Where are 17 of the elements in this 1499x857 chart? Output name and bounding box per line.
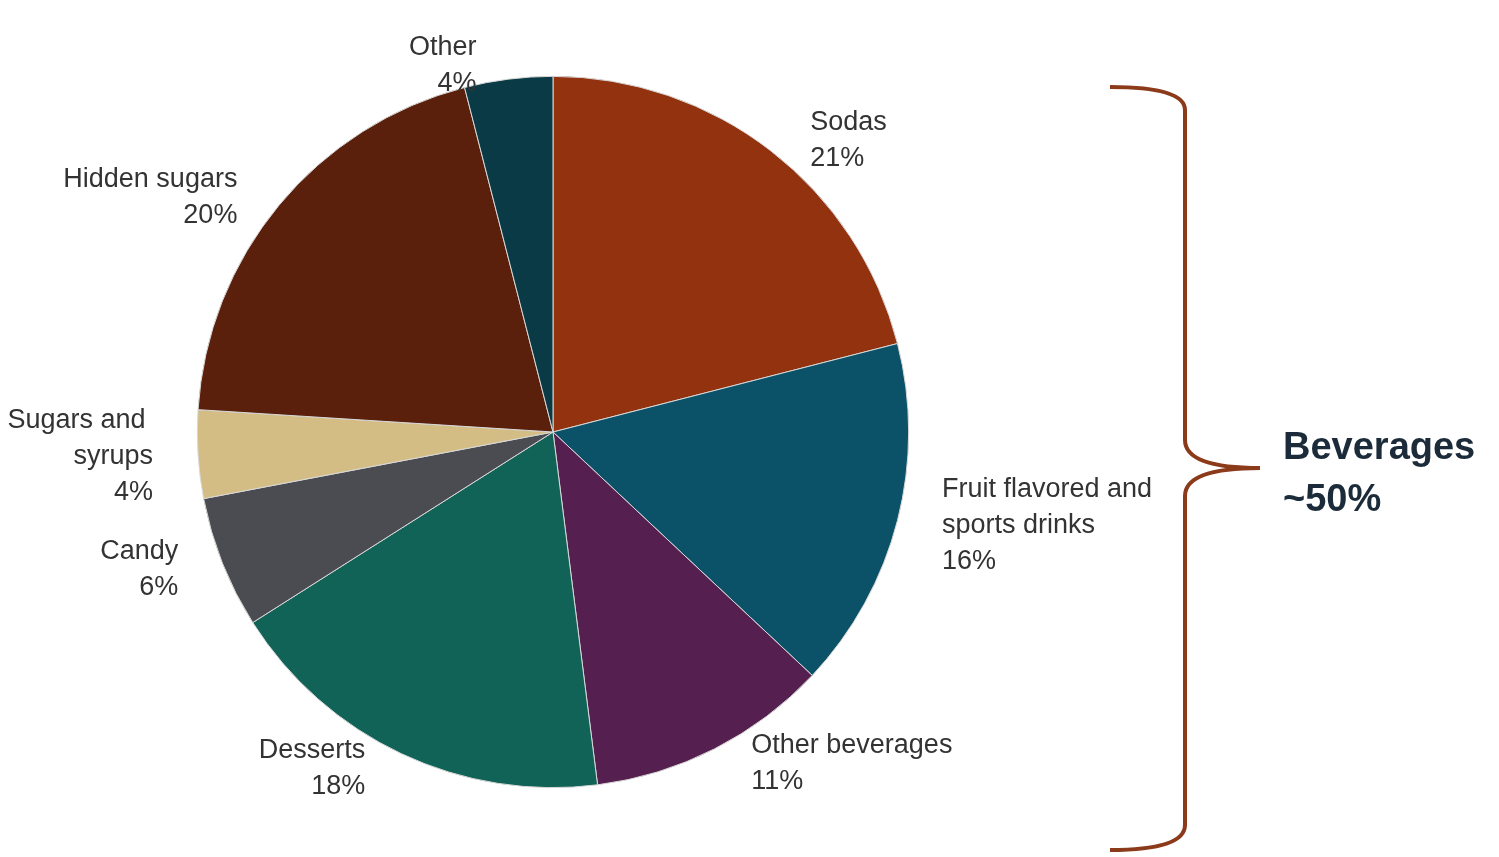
slice-label: Fruit flavored and sports drinks <box>942 473 1160 540</box>
data-label: 11% <box>751 765 804 796</box>
data-label: 4% <box>114 476 154 507</box>
slice-label: Desserts <box>258 734 366 765</box>
data-label: 18% <box>311 770 366 801</box>
slice-label: Hidden sugars <box>63 162 238 193</box>
slice-label: Sugars and syrups <box>7 404 154 471</box>
slice-label: Other beverages <box>751 729 953 760</box>
data-label: 16% <box>942 545 997 576</box>
data-label: 4% <box>437 67 477 98</box>
text: Beverages ~50% <box>1283 424 1477 521</box>
slice-label: Sodas <box>810 106 887 137</box>
data-label: 21% <box>810 142 865 173</box>
data-label: 6% <box>139 571 179 602</box>
data-label: 20% <box>183 198 238 229</box>
slice-label: Candy <box>100 535 179 566</box>
slice-label: Other <box>409 31 477 62</box>
